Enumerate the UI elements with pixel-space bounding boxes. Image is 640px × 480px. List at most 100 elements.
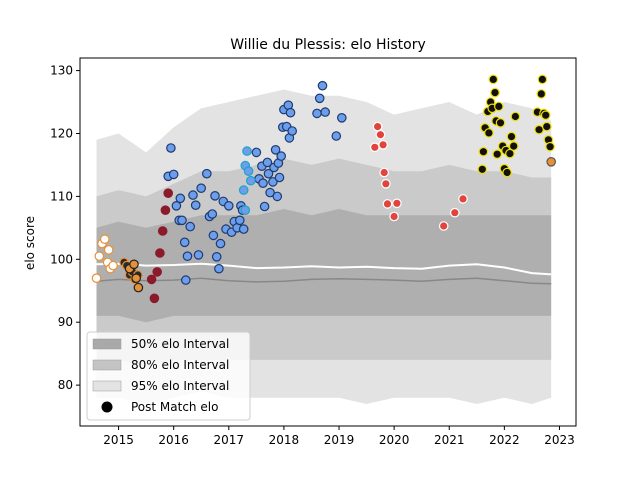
data-point-s5-p14 xyxy=(276,151,286,161)
data-point-s8-p29 xyxy=(545,141,555,152)
data-point-s4-p8 xyxy=(181,275,191,285)
data-point-s8-p7 xyxy=(488,74,499,85)
data-point-s4-p2 xyxy=(168,169,179,180)
data-point-s0-p5 xyxy=(103,245,114,255)
data-point-s5-p27 xyxy=(336,113,347,123)
data-point-s0-p3 xyxy=(100,234,110,244)
y-tick-label-110: 110 xyxy=(50,189,73,203)
data-point-s5-p6 xyxy=(263,168,274,179)
data-point-s5-p7 xyxy=(265,187,275,198)
data-point-s7-p5 xyxy=(381,179,391,189)
data-point-s8-p8 xyxy=(490,87,500,98)
x-tick-label-2023: 2023 xyxy=(544,433,575,447)
data-point-s7-p7 xyxy=(389,211,399,222)
data-point-s7-p0 xyxy=(369,142,380,153)
data-point-s3-p2 xyxy=(152,267,162,277)
data-point-s0-p7 xyxy=(108,260,118,271)
data-point-s4-p15 xyxy=(202,168,212,179)
legend-swatch-0 xyxy=(92,338,122,350)
x-tick-label-2022: 2022 xyxy=(489,433,520,447)
x-tick-label-2021: 2021 xyxy=(434,433,465,447)
data-point-s8-p27 xyxy=(541,121,552,132)
legend-label-2: 95% elo Interval xyxy=(131,379,229,393)
data-point-s4-p29 xyxy=(235,215,245,226)
legend-label-1: 80% elo Interval xyxy=(131,358,229,372)
data-point-s3-p4 xyxy=(157,226,168,236)
data-point-s7-p4 xyxy=(379,167,389,178)
y-tick-label-120: 120 xyxy=(50,126,73,140)
data-point-s4-p9 xyxy=(182,251,193,262)
legend-label-3: Post Match elo xyxy=(131,400,218,414)
data-point-s5-p20 xyxy=(285,107,296,118)
y-tick-label-80: 80 xyxy=(58,378,73,392)
data-point-s4-p12 xyxy=(190,200,201,210)
legend-swatch-2 xyxy=(92,380,122,392)
data-point-s3-p1 xyxy=(149,293,160,304)
data-point-s4-p7 xyxy=(179,237,190,248)
data-point-s7-p10 xyxy=(449,207,460,218)
data-point-s8-p23 xyxy=(536,89,547,99)
data-point-s2-p2 xyxy=(131,273,141,283)
plot-area xyxy=(91,74,556,404)
data-point-s7-p6 xyxy=(382,199,393,209)
data-point-s4-p22 xyxy=(215,238,226,249)
data-point-s8-p19 xyxy=(508,141,519,151)
data-point-s4-p17 xyxy=(207,209,218,219)
y-tick-label-130: 130 xyxy=(50,64,73,78)
data-point-s8-p0 xyxy=(477,164,488,175)
legend-swatch-1 xyxy=(92,359,122,371)
legend-marker-3 xyxy=(101,401,113,413)
data-point-s5-p23 xyxy=(314,93,325,104)
data-point-s0-p1 xyxy=(94,251,105,262)
data-point-s5-p22 xyxy=(312,108,322,119)
data-point-s8-p12 xyxy=(495,118,506,128)
y-tick-label-90: 90 xyxy=(58,315,73,329)
data-point-s4-p21 xyxy=(214,263,224,274)
data-point-s6-p3 xyxy=(243,166,254,176)
data-point-s6-p5 xyxy=(240,205,251,215)
data-point-s5-p26 xyxy=(331,131,342,141)
x-tick-label-2016: 2016 xyxy=(158,433,189,447)
data-point-s5-p21 xyxy=(287,126,297,136)
x-tick-label-2019: 2019 xyxy=(324,433,355,447)
y-axis-label: elo score xyxy=(23,216,37,270)
data-point-s8-p10 xyxy=(492,149,502,159)
data-point-s8-p18 xyxy=(506,131,517,142)
data-point-s4-p20 xyxy=(211,251,222,262)
data-point-s4-p14 xyxy=(196,183,206,193)
y-tick-label-100: 100 xyxy=(50,252,73,266)
data-point-s7-p1 xyxy=(372,121,383,132)
data-point-s8-p26 xyxy=(540,110,551,120)
data-point-s3-p5 xyxy=(160,205,171,215)
data-point-s6-p0 xyxy=(238,185,249,195)
data-point-s8-p1 xyxy=(478,146,489,157)
data-point-s4-p25 xyxy=(224,201,234,211)
data-point-s3-p3 xyxy=(155,248,165,258)
data-point-s4-p10 xyxy=(185,221,195,232)
data-point-s4-p1 xyxy=(166,143,176,153)
data-point-s7-p8 xyxy=(392,198,402,209)
data-point-s5-p3 xyxy=(258,178,268,188)
data-point-s2-p3 xyxy=(133,282,144,293)
data-point-s7-p2 xyxy=(375,129,386,140)
data-point-s9-p0 xyxy=(546,157,556,167)
x-tick-label-2018: 2018 xyxy=(269,433,300,447)
data-point-s8-p20 xyxy=(510,111,521,122)
x-tick-label-2020: 2020 xyxy=(379,433,410,447)
data-point-s6-p2 xyxy=(242,146,252,156)
data-point-s4-p32 xyxy=(238,224,249,234)
data-point-s4-p3 xyxy=(171,201,182,211)
median-line xyxy=(96,277,552,285)
data-point-s0-p0 xyxy=(91,273,102,283)
data-point-s4-p18 xyxy=(208,230,219,241)
axes: 2015 2016 2017 2018 2019 2020 2021 2022 2023 80 90… xyxy=(50,57,577,447)
data-point-s8-p17 xyxy=(505,148,515,159)
data-point-s4-p11 xyxy=(188,190,198,200)
data-point-s4-p6 xyxy=(177,215,187,226)
data-point-s3-p0 xyxy=(146,274,157,285)
chart-title: Willie du Plessis: elo History xyxy=(230,37,426,53)
data-point-s5-p24 xyxy=(317,80,328,91)
data-point-s3-p6 xyxy=(163,188,173,198)
legend-box xyxy=(86,331,251,421)
